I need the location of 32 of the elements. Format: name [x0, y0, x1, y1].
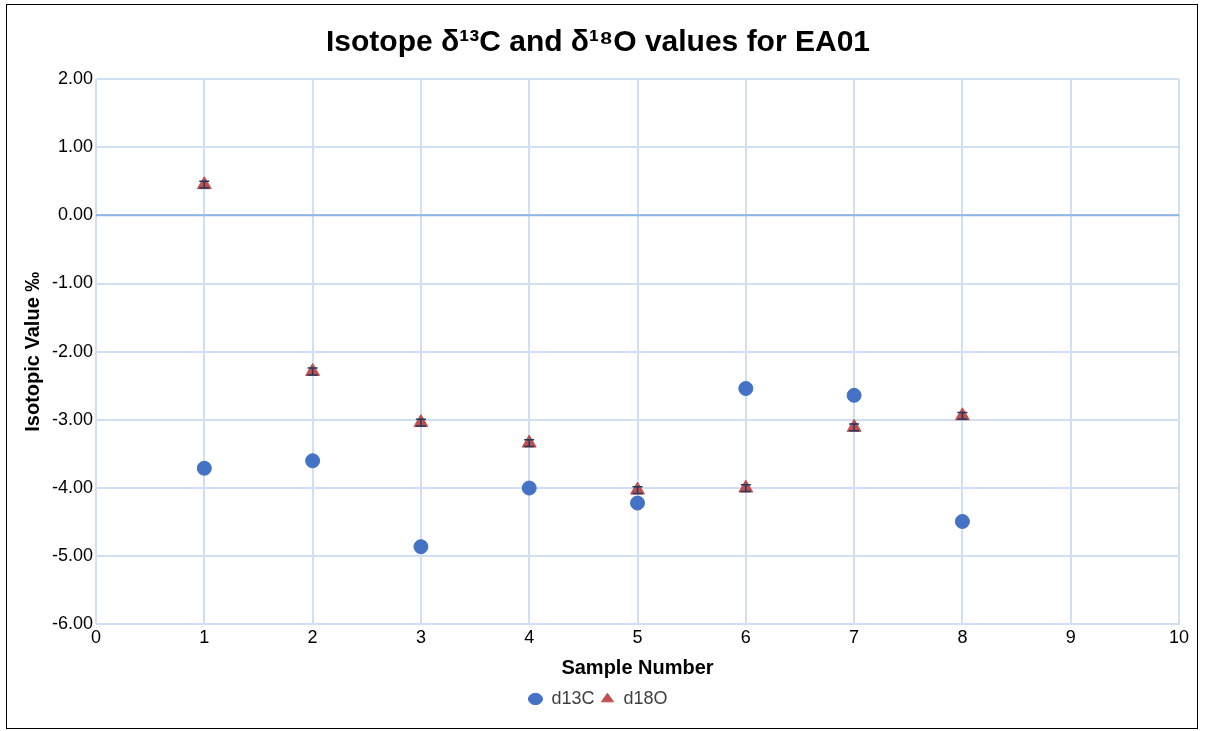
point: [954, 513, 970, 529]
chart-title: Isotope δ¹³C and δ¹⁸O values for EA01: [326, 24, 870, 58]
y-tick-label: -5.00: [52, 545, 94, 566]
point: [521, 480, 537, 496]
legend-label: d18O: [623, 687, 668, 708]
x-tick-label: 6: [740, 627, 751, 648]
point: [305, 453, 321, 469]
x-tick-label: 2: [307, 627, 318, 648]
x-tick-label: 9: [1065, 627, 1076, 648]
y-axis-title: Isotopic Value ‰: [20, 271, 43, 432]
x-tick-label: 1: [199, 627, 210, 648]
point: [196, 460, 212, 476]
y-tick-label: -3.00: [52, 408, 94, 429]
point: [630, 495, 646, 511]
y-tick-label: 0.00: [57, 204, 94, 225]
x-tick-label: 10: [1168, 627, 1190, 648]
x-tick-label: 7: [849, 627, 860, 648]
x-tick-label: 3: [415, 627, 426, 648]
point: [413, 539, 429, 555]
point: [846, 387, 862, 403]
y-tick-label: 1.00: [57, 136, 94, 157]
y-tick-label: 2.00: [57, 67, 94, 88]
x-tick-label: 0: [91, 627, 102, 648]
y-tick-label: -1.00: [52, 272, 94, 293]
x-tick-label: 5: [632, 627, 643, 648]
x-axis-title: Sample Number: [561, 655, 714, 678]
x-tick-label: 4: [524, 627, 535, 648]
y-tick-label: -2.00: [52, 340, 94, 361]
x-tick-label: 8: [957, 627, 968, 648]
point: [738, 381, 754, 397]
y-tick-label: -4.00: [52, 477, 94, 498]
legend-label: d13C: [551, 687, 595, 708]
